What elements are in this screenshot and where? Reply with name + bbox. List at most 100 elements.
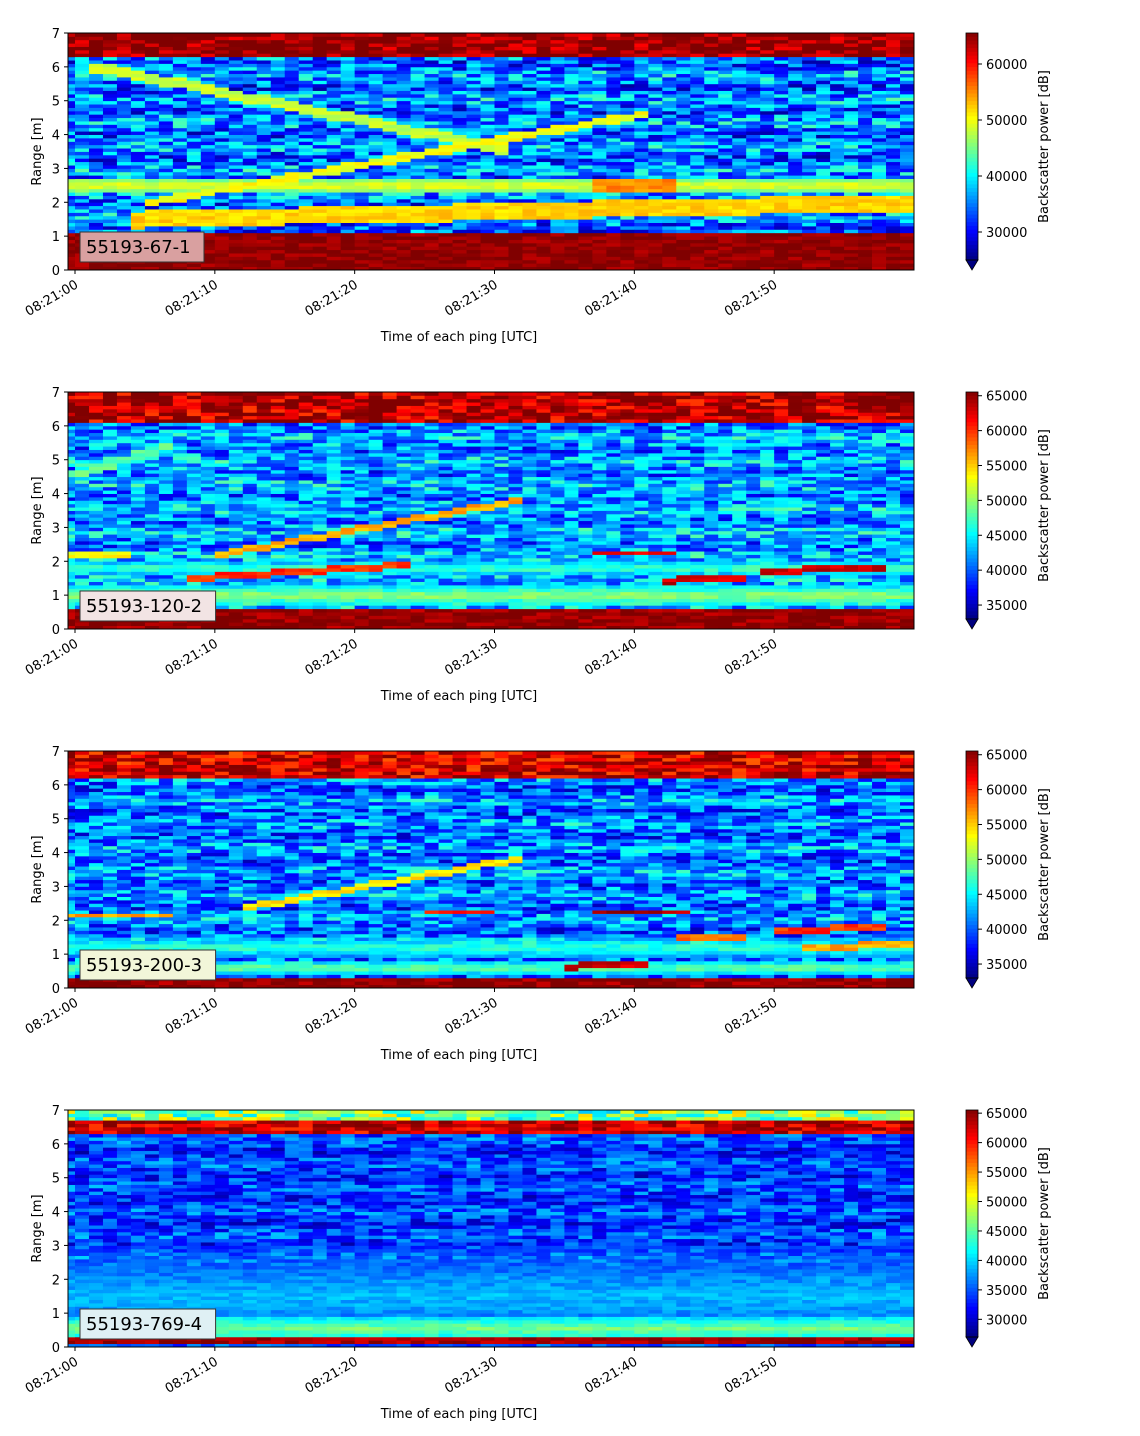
- heatmap-cell: [550, 60, 565, 64]
- heatmap-cell: [242, 219, 258, 223]
- heatmap-cell: [886, 49, 901, 54]
- heatmap-cell: [634, 114, 649, 119]
- heatmap-cell: [620, 225, 635, 230]
- heatmap-cell: [256, 171, 272, 176]
- heatmap-cell: [284, 46, 300, 51]
- heatmap-cell: [242, 256, 258, 261]
- heatmap-cell: [354, 80, 370, 85]
- heatmap-cell: [620, 249, 635, 254]
- heatmap-cell: [886, 236, 901, 240]
- heatmap-cell: [732, 114, 747, 119]
- heatmap-cell: [256, 33, 272, 37]
- heatmap-cell: [466, 121, 481, 125]
- heatmap-cell: [522, 137, 537, 142]
- heatmap-cell: [564, 232, 579, 237]
- heatmap-cell: [172, 83, 188, 88]
- heatmap-cell: [704, 256, 719, 261]
- heatmap-cell: [68, 436, 76, 440]
- heatmap-cell: [522, 97, 537, 102]
- heatmap-cell: [746, 77, 761, 81]
- colorbar-label: Backscatter power [dB]: [1037, 70, 1052, 223]
- heatmap-cell: [704, 53, 719, 58]
- heatmap-cell: [802, 222, 817, 227]
- heatmap-cell: [830, 181, 845, 186]
- heatmap-cell: [788, 181, 803, 186]
- heatmap-cell: [68, 33, 76, 37]
- heatmap-cell: [732, 215, 747, 220]
- heatmap-cell: [788, 70, 803, 75]
- heatmap-cell: [130, 503, 146, 508]
- heatmap-cell: [68, 117, 76, 122]
- heatmap-cell: [606, 141, 621, 146]
- heatmap-cell: [186, 104, 202, 108]
- heatmap-cell: [284, 171, 300, 176]
- heatmap-cell: [536, 43, 551, 47]
- heatmap-cell: [592, 110, 607, 115]
- heatmap-cell: [578, 33, 593, 37]
- heatmap-cell: [158, 36, 174, 41]
- heatmap-cell: [144, 408, 160, 413]
- heatmap-cell: [816, 178, 831, 183]
- heatmap-cell: [396, 185, 411, 190]
- heatmap-cell: [634, 232, 649, 237]
- heatmap-cell: [88, 537, 104, 542]
- heatmap-cell: [564, 225, 579, 230]
- heatmap-cell: [494, 202, 509, 207]
- heatmap-cell: [102, 97, 118, 102]
- heatmap-cell: [68, 520, 76, 525]
- heatmap-cell: [88, 625, 104, 630]
- heatmap-cell: [564, 209, 579, 213]
- heatmap-cell: [676, 158, 691, 163]
- heatmap-cell: [550, 63, 565, 68]
- heatmap-cell: [816, 202, 831, 207]
- heatmap-cell: [690, 46, 705, 51]
- heatmap-cell: [816, 127, 831, 132]
- heatmap-cell: [830, 43, 845, 47]
- heatmap-cell: [522, 77, 537, 81]
- heatmap-cell: [354, 239, 370, 244]
- heatmap-cell: [270, 104, 286, 108]
- heatmap-cell: [802, 43, 817, 47]
- heatmap-cell: [75, 581, 90, 586]
- heatmap-cell: [382, 225, 398, 230]
- heatmap-cell: [816, 192, 831, 196]
- heatmap-cell: [508, 77, 523, 81]
- heatmap-cell: [326, 171, 342, 176]
- heatmap-cell: [424, 219, 439, 223]
- heatmap-cell: [75, 171, 90, 176]
- heatmap-cell: [830, 263, 845, 268]
- heatmap-cell: [144, 456, 160, 461]
- heatmap-cell: [144, 39, 160, 44]
- heatmap-cell: [368, 104, 384, 108]
- heatmap-cell: [270, 90, 286, 95]
- heatmap-cell: [480, 46, 495, 51]
- heatmap-cell: [158, 151, 174, 156]
- heatmap-cell: [620, 66, 635, 71]
- heatmap-cell: [732, 185, 747, 190]
- heatmap-cell: [130, 622, 146, 627]
- heatmap-cell: [578, 154, 593, 159]
- heatmap-cell: [158, 459, 174, 464]
- heatmap-cell: [102, 53, 118, 58]
- heatmap-cell: [312, 53, 328, 58]
- heatmap-cell: [340, 249, 356, 254]
- heatmap-cell: [452, 83, 467, 88]
- heatmap-cell: [88, 574, 104, 579]
- heatmap-cell: [746, 263, 761, 268]
- heatmap-cell: [284, 83, 300, 88]
- heatmap-cell: [158, 520, 174, 525]
- heatmap-cell: [858, 185, 873, 190]
- heatmap-cell: [578, 148, 593, 152]
- heatmap-cell: [452, 148, 467, 152]
- heatmap-cell: [802, 33, 817, 37]
- heatmap-cell: [760, 77, 775, 81]
- heatmap-cell: [242, 232, 258, 237]
- heatmap-cell: [606, 39, 621, 44]
- heatmap-cell: [130, 557, 146, 562]
- heatmap-cell: [522, 127, 537, 132]
- heatmap-cell: [214, 80, 230, 85]
- heatmap-cell: [144, 588, 160, 593]
- heatmap-cell: [228, 100, 244, 105]
- heatmap-cell: [172, 537, 188, 542]
- heatmap-cell: [802, 253, 817, 257]
